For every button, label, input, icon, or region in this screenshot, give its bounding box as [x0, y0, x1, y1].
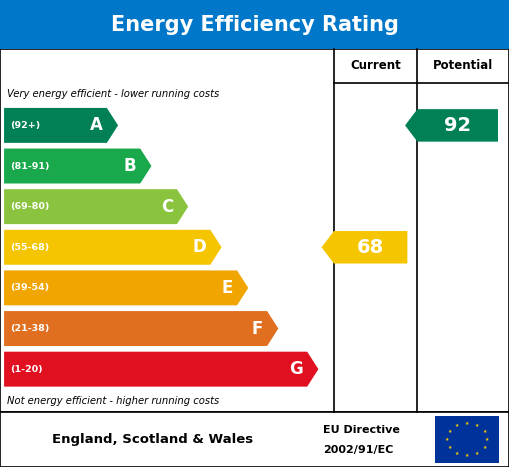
- Text: England, Scotland & Wales: England, Scotland & Wales: [52, 433, 253, 446]
- Text: ★: ★: [483, 445, 487, 450]
- Text: 92: 92: [444, 116, 471, 135]
- Text: B: B: [124, 157, 136, 175]
- Text: 2002/91/EC: 2002/91/EC: [323, 446, 393, 455]
- Polygon shape: [4, 230, 221, 265]
- Text: E: E: [221, 279, 233, 297]
- Text: (21-38): (21-38): [10, 324, 49, 333]
- Text: ★: ★: [475, 423, 479, 428]
- Text: G: G: [290, 360, 303, 378]
- Bar: [435, 416, 499, 463]
- Text: ★: ★: [465, 421, 469, 426]
- Text: C: C: [161, 198, 173, 216]
- Text: (1-20): (1-20): [10, 365, 43, 374]
- Text: ★: ★: [475, 451, 479, 456]
- Text: Not energy efficient - higher running costs: Not energy efficient - higher running co…: [7, 396, 219, 406]
- Bar: [0, 412, 509, 467]
- Text: (92+): (92+): [10, 121, 40, 130]
- Polygon shape: [4, 311, 278, 346]
- Text: (39-54): (39-54): [10, 283, 49, 292]
- Polygon shape: [4, 108, 118, 143]
- Text: F: F: [251, 319, 263, 338]
- Polygon shape: [4, 270, 248, 305]
- Text: (69-80): (69-80): [10, 202, 49, 211]
- Polygon shape: [4, 149, 152, 184]
- Text: Current: Current: [350, 59, 401, 72]
- Bar: [0, 49, 509, 412]
- Text: Very energy efficient - lower running costs: Very energy efficient - lower running co…: [7, 89, 219, 99]
- Text: Energy Efficiency Rating: Energy Efficiency Rating: [110, 14, 399, 35]
- Text: ★: ★: [447, 445, 451, 450]
- Polygon shape: [405, 109, 498, 142]
- Text: ★: ★: [444, 437, 449, 442]
- Text: ★: ★: [455, 451, 459, 456]
- Text: (81-91): (81-91): [10, 162, 50, 170]
- Text: EU Directive: EU Directive: [323, 425, 400, 434]
- Text: ★: ★: [485, 437, 490, 442]
- Text: ★: ★: [483, 429, 487, 434]
- Text: D: D: [192, 238, 206, 256]
- Text: ★: ★: [447, 429, 451, 434]
- Polygon shape: [4, 189, 188, 224]
- Text: 68: 68: [357, 238, 384, 257]
- Text: A: A: [90, 116, 103, 134]
- Text: (55-68): (55-68): [10, 243, 49, 252]
- Text: Potential: Potential: [433, 59, 493, 72]
- Bar: [0, 0, 509, 49]
- Text: ★: ★: [465, 453, 469, 458]
- Polygon shape: [4, 352, 319, 387]
- Text: ★: ★: [455, 423, 459, 428]
- Polygon shape: [322, 231, 407, 263]
